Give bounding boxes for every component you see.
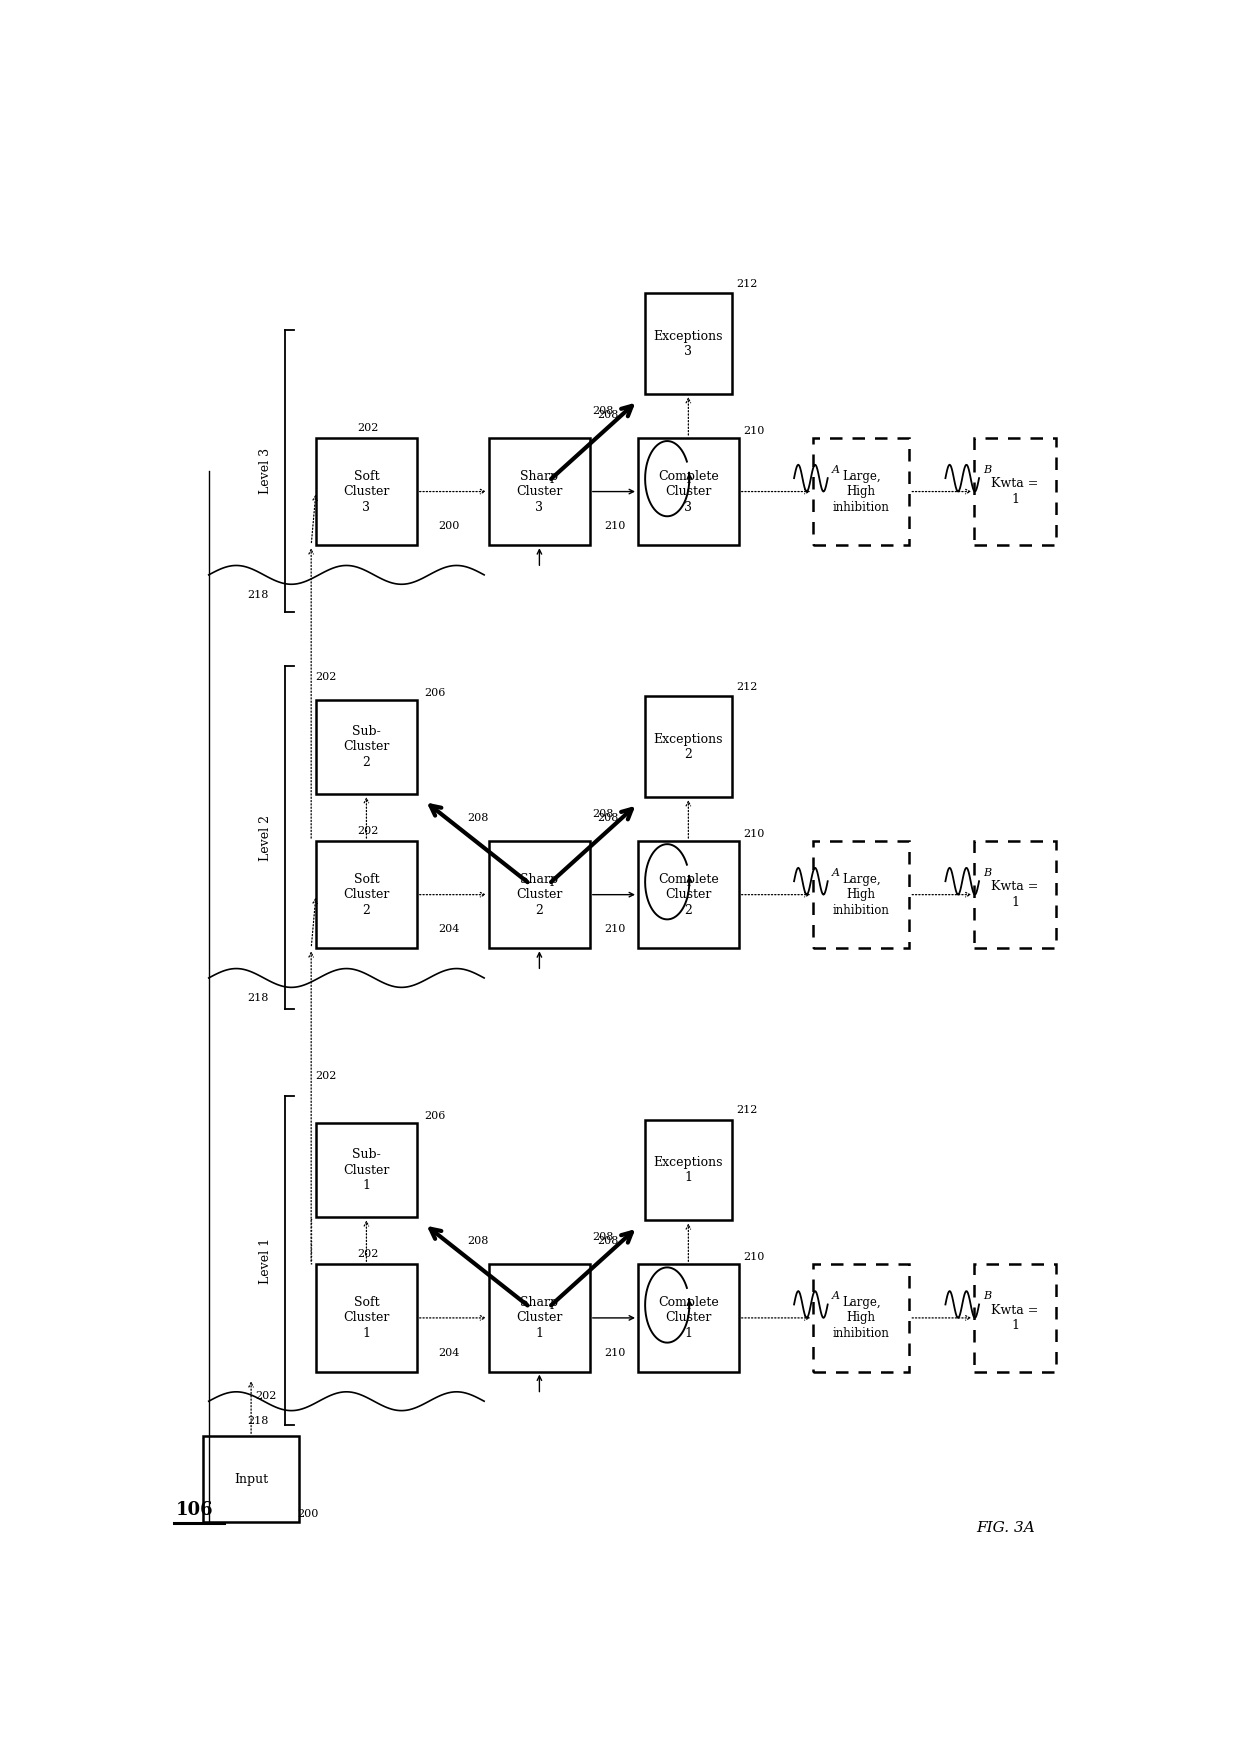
Bar [975, 438, 1056, 544]
Text: Complete
Cluster
1: Complete Cluster 1 [658, 1297, 719, 1340]
Bar [316, 700, 417, 794]
Text: 210: 210 [604, 1347, 626, 1358]
Text: 204: 204 [439, 925, 460, 934]
Text: Large,
High
inhibition: Large, High inhibition [833, 872, 890, 916]
Bar [316, 1263, 417, 1372]
Bar [645, 696, 732, 797]
Text: Soft
Cluster
3: Soft Cluster 3 [343, 469, 389, 513]
Text: Level 3: Level 3 [259, 448, 272, 494]
Text: A: A [832, 464, 839, 475]
Bar [489, 438, 590, 544]
Text: 208: 208 [467, 1235, 489, 1246]
Bar [316, 438, 417, 544]
Text: B: B [983, 1291, 992, 1302]
Text: Complete
Cluster
3: Complete Cluster 3 [658, 469, 719, 513]
Text: 106: 106 [176, 1501, 213, 1520]
Text: Large,
High
inhibition: Large, High inhibition [833, 1297, 890, 1340]
Text: 200: 200 [439, 522, 460, 530]
Text: 208: 208 [593, 808, 614, 818]
Text: Soft
Cluster
1: Soft Cluster 1 [343, 1297, 389, 1340]
Text: 218: 218 [247, 590, 269, 600]
Text: B: B [983, 867, 992, 878]
Text: Level 1: Level 1 [259, 1237, 272, 1284]
Text: 210: 210 [744, 426, 765, 436]
Bar [637, 1263, 739, 1372]
Text: 210: 210 [744, 829, 765, 839]
Text: Large,
High
inhibition: Large, High inhibition [833, 469, 890, 513]
Text: Complete
Cluster
2: Complete Cluster 2 [658, 872, 719, 916]
Text: 204: 204 [439, 1347, 460, 1358]
Text: 218: 218 [247, 1415, 269, 1426]
Text: 202: 202 [357, 422, 378, 433]
Text: 202: 202 [255, 1391, 277, 1401]
Bar [813, 841, 909, 949]
Text: 210: 210 [604, 522, 626, 530]
Text: Kwta =
1: Kwta = 1 [992, 478, 1039, 506]
Bar [489, 841, 590, 949]
Text: 212: 212 [737, 1105, 758, 1115]
Text: 208: 208 [596, 1235, 619, 1246]
Text: Sharp
Cluster
3: Sharp Cluster 3 [516, 469, 563, 513]
Text: Sub-
Cluster
2: Sub- Cluster 2 [343, 724, 389, 770]
Bar [637, 438, 739, 544]
Text: 206: 206 [424, 1112, 446, 1120]
Text: 202: 202 [315, 1071, 336, 1082]
Text: A: A [832, 867, 839, 878]
Text: Sharp
Cluster
2: Sharp Cluster 2 [516, 872, 563, 916]
Text: 210: 210 [744, 1253, 765, 1262]
Text: 218: 218 [247, 993, 269, 1003]
Text: 202: 202 [357, 825, 378, 836]
Text: 208: 208 [596, 813, 619, 822]
Text: 206: 206 [424, 688, 446, 698]
Bar [813, 1263, 909, 1372]
Text: Level 2: Level 2 [259, 815, 272, 860]
Text: 212: 212 [737, 682, 758, 691]
Text: 208: 208 [467, 813, 489, 822]
Text: 208: 208 [596, 410, 619, 419]
Text: Kwta =
1: Kwta = 1 [992, 1304, 1039, 1331]
Text: A: A [832, 1291, 839, 1302]
Bar [645, 293, 732, 394]
Text: B: B [983, 464, 992, 475]
Bar [813, 438, 909, 544]
Bar [975, 1263, 1056, 1372]
Text: FIG. 3A: FIG. 3A [977, 1520, 1035, 1534]
Text: Input: Input [234, 1473, 268, 1485]
Text: 208: 208 [593, 405, 614, 415]
Text: Kwta =
1: Kwta = 1 [992, 881, 1039, 909]
Text: Exceptions
2: Exceptions 2 [653, 733, 723, 761]
Bar [203, 1436, 299, 1522]
Text: 202: 202 [315, 672, 336, 682]
Text: 200: 200 [298, 1509, 319, 1518]
Bar [645, 1120, 732, 1220]
Bar [316, 841, 417, 949]
Text: 210: 210 [604, 925, 626, 934]
Bar [637, 841, 739, 949]
Text: Exceptions
1: Exceptions 1 [653, 1155, 723, 1185]
Bar [316, 1122, 417, 1218]
Text: Sharp
Cluster
1: Sharp Cluster 1 [516, 1297, 563, 1340]
Bar [489, 1263, 590, 1372]
Text: 208: 208 [593, 1232, 614, 1242]
Text: 212: 212 [737, 279, 758, 288]
Text: 202: 202 [357, 1249, 378, 1260]
Text: Soft
Cluster
2: Soft Cluster 2 [343, 872, 389, 916]
Bar [975, 841, 1056, 949]
Text: Exceptions
3: Exceptions 3 [653, 330, 723, 358]
Text: Sub-
Cluster
1: Sub- Cluster 1 [343, 1148, 389, 1192]
